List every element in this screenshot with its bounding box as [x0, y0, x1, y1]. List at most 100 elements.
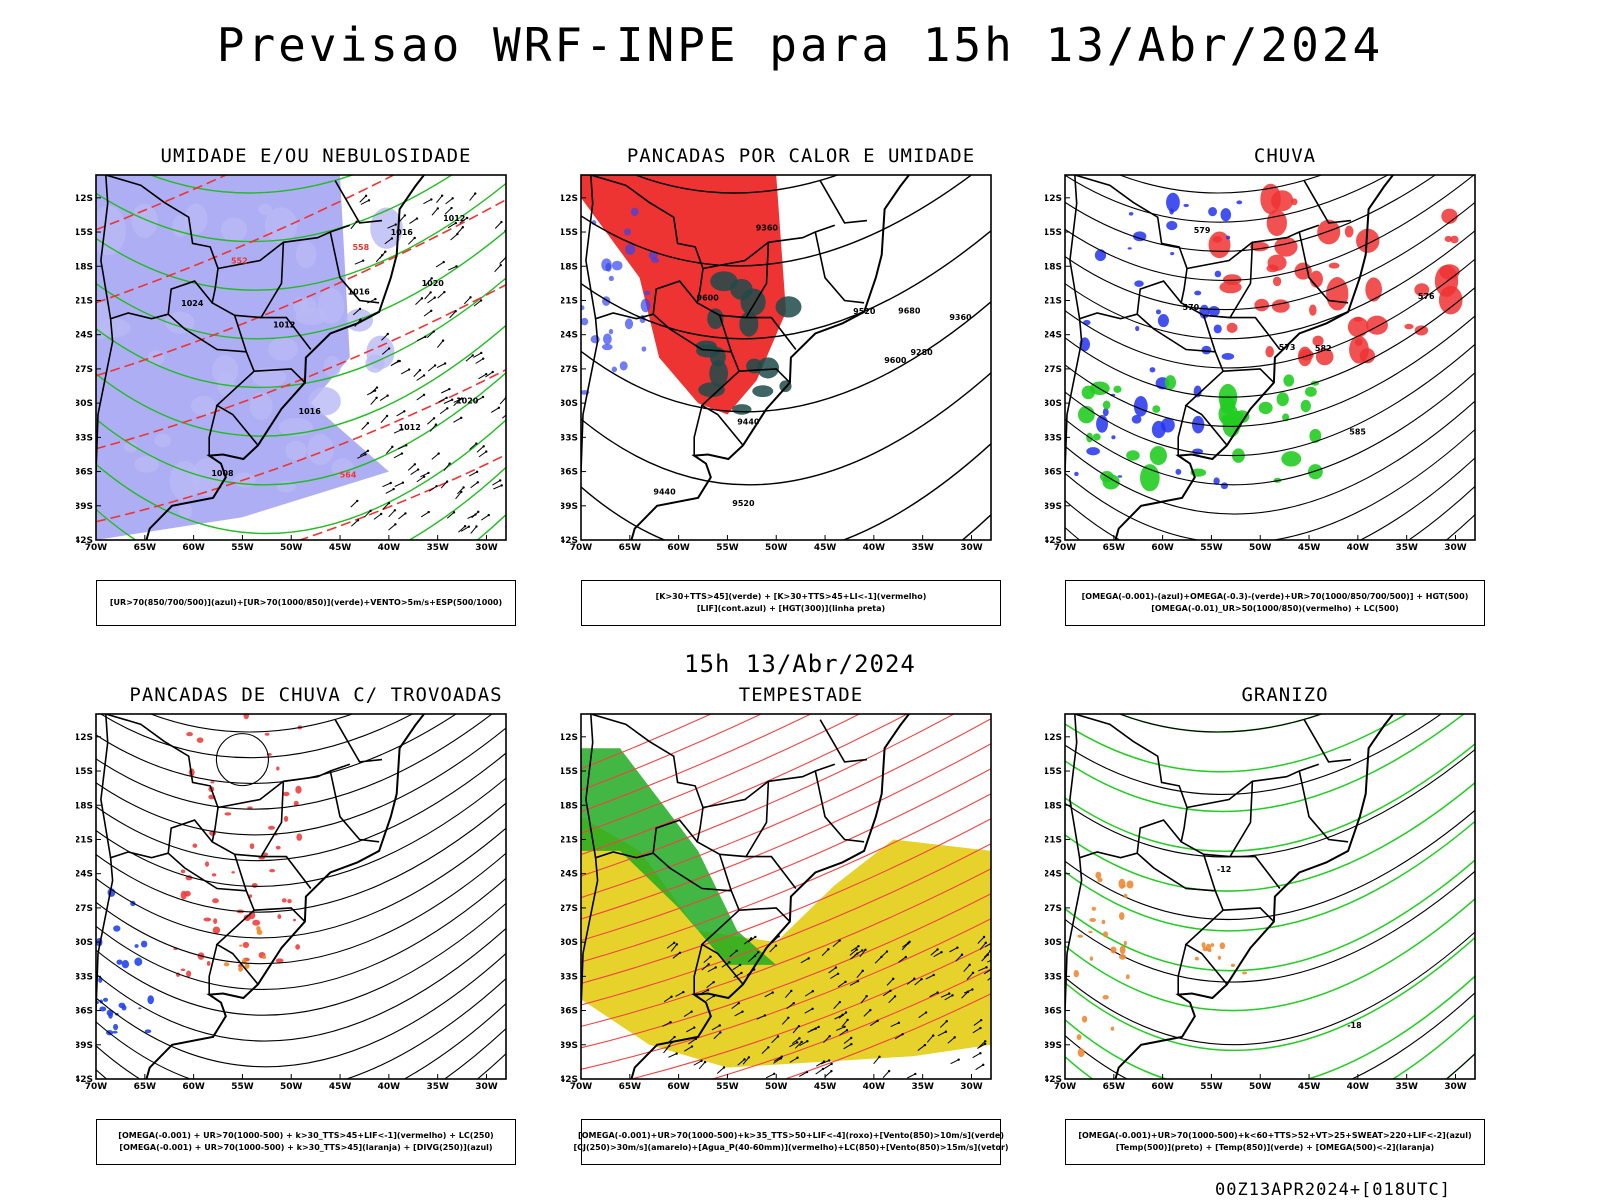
wind-vector-head: [430, 198, 433, 201]
wind-vector: [906, 978, 915, 985]
wind-vector-head: [982, 935, 986, 939]
lat-label: 27S: [76, 904, 93, 914]
lon-label: 35W: [911, 543, 934, 553]
humidity-patch: [154, 433, 172, 448]
legend-line-2: [Temp(500)](preto) + [Temp(850)](verde) …: [1115, 1143, 1435, 1152]
wind-vector: [459, 217, 468, 224]
wind-vector: [446, 512, 455, 519]
wind-vector: [478, 451, 487, 458]
humidity-contour: [149, 175, 355, 194]
wind-vector-head: [420, 297, 424, 300]
country-border: [1136, 313, 1216, 353]
wind-vector-head: [904, 955, 908, 959]
height-contour: [1445, 513, 1475, 540]
lat-label: 18S: [76, 801, 93, 811]
wind-vector: [930, 949, 938, 956]
wind-vector-head: [460, 397, 464, 400]
wind-vector-head: [953, 1036, 956, 1039]
rain-blue: [1226, 235, 1231, 240]
country-border: [1223, 907, 1275, 923]
wind-vector: [350, 221, 357, 230]
storm-orange: [239, 944, 243, 947]
humidity-patch: [278, 417, 314, 437]
rain-blue: [1213, 324, 1222, 334]
wind-vector: [849, 980, 859, 986]
lon-label: 65W: [1103, 1082, 1126, 1092]
lon-label: 55W: [1200, 1082, 1223, 1092]
wind-vector-head: [798, 1037, 801, 1040]
wind-vector: [476, 445, 485, 453]
wind-vector: [388, 523, 396, 531]
wind-vector-head: [838, 939, 841, 942]
rain-green: [1309, 428, 1322, 443]
rain-green: [1126, 450, 1140, 461]
contour-label: 9280: [910, 348, 933, 357]
rain-blue: [1220, 208, 1232, 222]
wind-vector-head: [500, 484, 503, 487]
wind-vector: [732, 964, 741, 971]
instability-secondary: [707, 308, 724, 330]
streamline: [96, 714, 457, 784]
wind-vector: [354, 260, 364, 265]
humidity-contour: [96, 324, 506, 437]
wind-vector-head: [367, 199, 371, 202]
rain-red: [1265, 346, 1274, 358]
wind-vector-head: [405, 444, 408, 447]
water-vapor-contour: [581, 818, 991, 984]
wind-vector-head: [966, 990, 970, 994]
height-contour: [581, 442, 991, 540]
storm-red: [192, 843, 198, 848]
page-title: Previsao WRF-INPE para 15h 13/Abr/2024: [216, 18, 1384, 72]
wind-vector-head: [479, 299, 483, 302]
wind-vector-head: [366, 449, 370, 453]
wind-vector-head: [706, 988, 710, 992]
streamline: [96, 852, 506, 965]
wind-vector-head: [936, 991, 939, 994]
lat-label: 27S: [76, 365, 93, 375]
wind-vector-head: [386, 394, 389, 397]
wind-vector: [816, 1061, 825, 1067]
wind-vector-head: [450, 398, 454, 401]
panel-chuva: CHUVA 585 582 579 576 573 570 12S 15S 18S 21S 24S 2…: [1045, 145, 1525, 626]
rain-blue: [1221, 352, 1235, 360]
wind-vector-head: [418, 368, 422, 372]
storm-red: [224, 812, 232, 816]
panel-legend: [K>30+TTS>45](verde) + [K>30+TTS>45+LI<-…: [581, 580, 1001, 626]
contour-label: 552: [231, 257, 248, 266]
wind-vector: [828, 967, 837, 974]
country-border: [254, 907, 306, 923]
map-layers: [96, 714, 506, 1079]
contour-label: 1012: [399, 423, 421, 432]
lon-label: 30W: [475, 543, 498, 553]
rain-green: [1283, 374, 1295, 387]
wind-vector: [839, 1029, 848, 1036]
omega-orange: [1201, 942, 1206, 948]
streamline: [96, 827, 506, 939]
wind-vector: [672, 952, 681, 959]
lat-label: 36S: [76, 468, 93, 478]
wind-vector: [791, 1037, 800, 1045]
lon-label: 70W: [570, 543, 593, 553]
humidity-patch: [249, 392, 273, 421]
instability-secondary: [710, 271, 738, 292]
lon-label: 70W: [1054, 543, 1077, 553]
wind-vector: [431, 453, 439, 460]
wind-vector-head: [800, 1040, 803, 1044]
rain-green: [1164, 375, 1177, 390]
rain-green: [1281, 451, 1302, 467]
storm-red: [283, 815, 289, 822]
wind-vector: [397, 444, 407, 450]
temp500-contour: [1065, 992, 1475, 1079]
wind-vector: [771, 1036, 779, 1044]
country-border: [739, 907, 791, 923]
wind-vector-head: [397, 359, 400, 363]
rain-green: [1305, 386, 1317, 397]
wind-vector-head: [461, 226, 465, 229]
divergence-blue: [116, 959, 123, 965]
rain-blue: [1131, 414, 1142, 424]
omega-orange: [1118, 912, 1125, 920]
lat-label: 12S: [76, 194, 93, 204]
wind-vector-head: [430, 309, 433, 312]
lon-label: 55W: [1200, 543, 1223, 553]
lifted-index-contour: [611, 366, 618, 373]
